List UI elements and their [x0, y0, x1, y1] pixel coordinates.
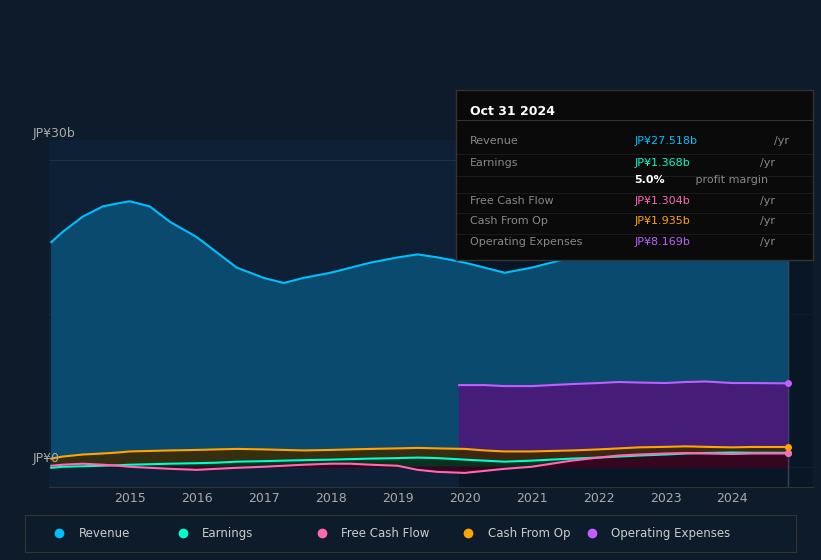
Bar: [459, 140, 813, 487]
Text: /yr: /yr: [760, 195, 775, 206]
Text: JP¥30b: JP¥30b: [33, 127, 76, 140]
Text: /yr: /yr: [760, 216, 775, 226]
Text: JP¥1.935b: JP¥1.935b: [635, 216, 690, 226]
Text: /yr: /yr: [760, 237, 775, 246]
Text: Cash From Op: Cash From Op: [470, 216, 548, 226]
Text: /yr: /yr: [760, 158, 775, 168]
Text: Operating Expenses: Operating Expenses: [470, 237, 582, 246]
Text: Oct 31 2024: Oct 31 2024: [470, 105, 555, 118]
Text: Revenue: Revenue: [470, 136, 519, 146]
Text: JP¥1.368b: JP¥1.368b: [635, 158, 690, 168]
Text: 5.0%: 5.0%: [635, 175, 665, 185]
Text: JP¥27.518b: JP¥27.518b: [635, 136, 697, 146]
Text: JP¥8.169b: JP¥8.169b: [635, 237, 690, 246]
Text: Earnings: Earnings: [470, 158, 518, 168]
Text: Operating Expenses: Operating Expenses: [611, 527, 731, 540]
Text: Revenue: Revenue: [79, 527, 130, 540]
Text: JP¥1.304b: JP¥1.304b: [635, 195, 690, 206]
Text: Earnings: Earnings: [202, 527, 254, 540]
Text: JP¥0: JP¥0: [33, 452, 60, 465]
Text: profit margin: profit margin: [692, 175, 768, 185]
Text: /yr: /yr: [773, 136, 788, 146]
Text: Free Cash Flow: Free Cash Flow: [470, 195, 553, 206]
Text: Cash From Op: Cash From Op: [488, 527, 570, 540]
Text: Free Cash Flow: Free Cash Flow: [341, 527, 429, 540]
